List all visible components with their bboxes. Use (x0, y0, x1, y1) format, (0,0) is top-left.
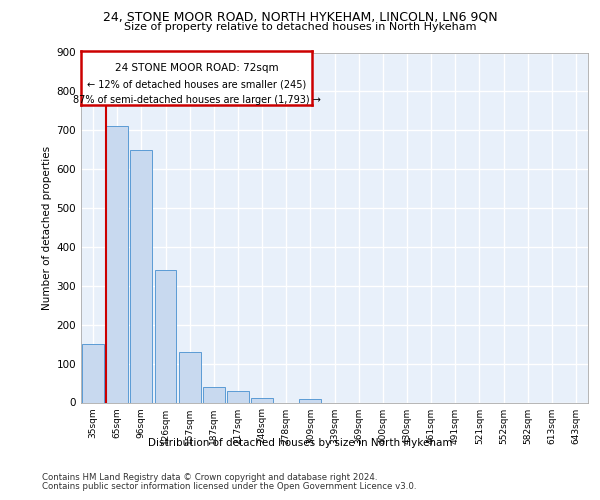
Text: Distribution of detached houses by size in North Hykeham: Distribution of detached houses by size … (148, 438, 452, 448)
Text: Size of property relative to detached houses in North Hykeham: Size of property relative to detached ho… (124, 22, 476, 32)
Text: Contains public sector information licensed under the Open Government Licence v3: Contains public sector information licen… (42, 482, 416, 491)
Bar (203, 387, 224, 402)
Text: Contains HM Land Registry data © Crown copyright and database right 2024.: Contains HM Land Registry data © Crown c… (42, 472, 377, 482)
Y-axis label: Number of detached properties: Number of detached properties (43, 146, 52, 310)
Bar (179, 352, 200, 403)
Bar (155, 270, 176, 402)
Text: ← 12% of detached houses are smaller (245): ← 12% of detached houses are smaller (24… (87, 79, 306, 89)
Bar (299, 400, 321, 402)
Bar (82, 344, 104, 403)
Bar (227, 391, 249, 402)
Text: 24 STONE MOOR ROAD: 72sqm: 24 STONE MOOR ROAD: 72sqm (115, 63, 278, 73)
Bar (130, 150, 152, 402)
Text: 87% of semi-detached houses are larger (1,793) →: 87% of semi-detached houses are larger (… (73, 96, 320, 106)
Text: 24, STONE MOOR ROAD, NORTH HYKEHAM, LINCOLN, LN6 9QN: 24, STONE MOOR ROAD, NORTH HYKEHAM, LINC… (103, 11, 497, 24)
Bar (251, 398, 273, 402)
Bar (106, 126, 128, 402)
